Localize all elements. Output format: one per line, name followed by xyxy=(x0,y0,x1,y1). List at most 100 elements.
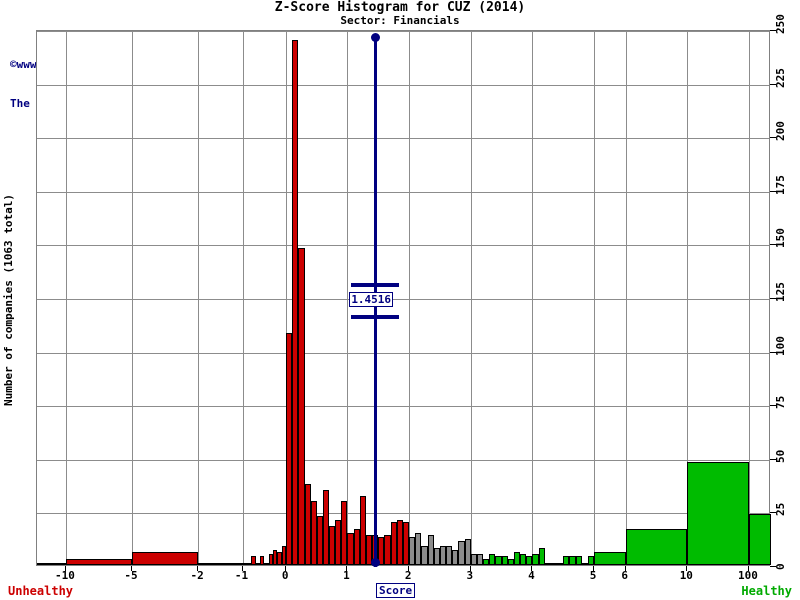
y-tick xyxy=(770,298,776,299)
y-tick-label: 200 xyxy=(774,121,787,142)
gridline-horizontal xyxy=(37,245,769,247)
gridline-vertical xyxy=(65,31,67,565)
y-tick xyxy=(770,30,776,31)
histogram-bar xyxy=(347,532,354,565)
x-tick xyxy=(747,566,749,571)
y-tick-label: 125 xyxy=(774,282,787,302)
histogram-bar xyxy=(532,554,539,565)
histogram-bar xyxy=(304,483,311,565)
y-tick xyxy=(770,566,776,567)
histogram-bar xyxy=(132,552,199,565)
histogram-bar xyxy=(458,541,465,565)
x-tick xyxy=(593,566,595,571)
marker-dot-top xyxy=(370,33,380,42)
x-tick-label: 6 xyxy=(621,569,628,582)
histogram-bar xyxy=(281,545,287,565)
histogram-bar xyxy=(365,534,373,565)
histogram-bar xyxy=(277,552,282,565)
histogram-bar xyxy=(483,558,490,565)
histogram-bar xyxy=(353,528,360,565)
gridline-horizontal xyxy=(37,513,769,515)
gridline-horizontal xyxy=(37,299,769,300)
x-tick-label: 5 xyxy=(589,569,597,582)
histogram-bar xyxy=(286,333,293,565)
histogram-bar xyxy=(255,562,260,565)
histogram-bar xyxy=(446,545,453,565)
histogram-bar xyxy=(310,500,317,565)
histogram-bar xyxy=(581,562,588,565)
gridline-vertical xyxy=(470,31,472,565)
gridline-vertical xyxy=(625,31,627,565)
histogram-bar xyxy=(329,526,336,565)
y-tick xyxy=(770,458,776,460)
y-tick-label: 50 xyxy=(774,449,787,463)
marker-dot-bottom xyxy=(370,558,380,567)
histogram-bar xyxy=(198,562,243,565)
gridline-vertical xyxy=(347,31,349,565)
histogram-bar xyxy=(335,519,342,565)
gridline-vertical xyxy=(748,31,750,565)
y-tick-label: 100 xyxy=(774,335,787,356)
x-tick xyxy=(531,566,533,571)
y-tick-label: 0 xyxy=(774,563,787,570)
x-tick-label: -1 xyxy=(234,569,249,582)
y-tick-label: 175 xyxy=(774,174,787,195)
x-tick xyxy=(131,566,133,571)
gridline-vertical xyxy=(687,31,689,565)
y-tick xyxy=(770,83,776,85)
histogram-bar xyxy=(341,500,348,565)
histogram-bar xyxy=(748,513,771,565)
chart-title: Z-Score Histogram for CUZ (2014) xyxy=(274,0,526,15)
gridline-vertical xyxy=(198,31,200,565)
histogram-bar xyxy=(292,39,299,565)
marker-bar-upper xyxy=(351,283,400,287)
x-tick xyxy=(197,566,199,571)
histogram-bar xyxy=(264,562,269,565)
unhealthy-label: Unhealthy xyxy=(8,584,74,598)
histogram-bar xyxy=(409,537,416,565)
histogram-bar xyxy=(322,489,330,565)
y-axis-title: Number of companies (1063 total) xyxy=(2,194,15,406)
histogram-bar xyxy=(550,562,558,565)
gridline-vertical xyxy=(594,31,596,565)
plot-area: 1.4516 xyxy=(36,30,771,567)
x-tick-label: -5 xyxy=(124,569,138,582)
histogram-bar xyxy=(390,522,397,565)
gridline-vertical xyxy=(242,31,244,565)
x-tick-label: 10 xyxy=(679,569,693,582)
histogram-bar xyxy=(526,556,533,565)
x-tick-label: 0 xyxy=(281,569,289,582)
x-tick xyxy=(408,566,410,571)
histogram-bar xyxy=(384,534,391,565)
histogram-bar xyxy=(298,247,305,565)
histogram-bar xyxy=(520,554,527,565)
x-tick xyxy=(346,566,348,571)
histogram-bar xyxy=(427,534,434,565)
gridline-vertical xyxy=(532,31,534,565)
histogram-bar xyxy=(507,558,514,565)
histogram-bar xyxy=(251,556,256,565)
histogram-bar xyxy=(464,539,471,565)
x-tick-label: -10 xyxy=(55,569,75,582)
x-tick-label: 2 xyxy=(404,569,412,582)
histogram-bar xyxy=(575,556,582,565)
x-tick-label: 100 xyxy=(738,569,758,582)
y-tick-label: 75 xyxy=(774,395,787,410)
histogram-bar xyxy=(415,532,422,565)
y-tick xyxy=(770,244,776,246)
x-tick-label: -2 xyxy=(190,569,204,582)
histogram-bar xyxy=(513,552,521,565)
histogram-bar xyxy=(378,537,385,565)
histogram-bar xyxy=(544,562,551,565)
histogram-bar xyxy=(439,545,447,565)
y-tick xyxy=(770,351,776,353)
histogram-bar xyxy=(273,550,278,565)
x-tick xyxy=(64,566,66,571)
chart-subtitle: Sector: Financials xyxy=(340,14,460,27)
histogram-bar xyxy=(587,556,595,565)
histogram-bar xyxy=(259,556,265,565)
gridline-horizontal xyxy=(37,459,769,461)
histogram-bar xyxy=(476,554,484,565)
y-tick-label: 25 xyxy=(774,503,787,517)
